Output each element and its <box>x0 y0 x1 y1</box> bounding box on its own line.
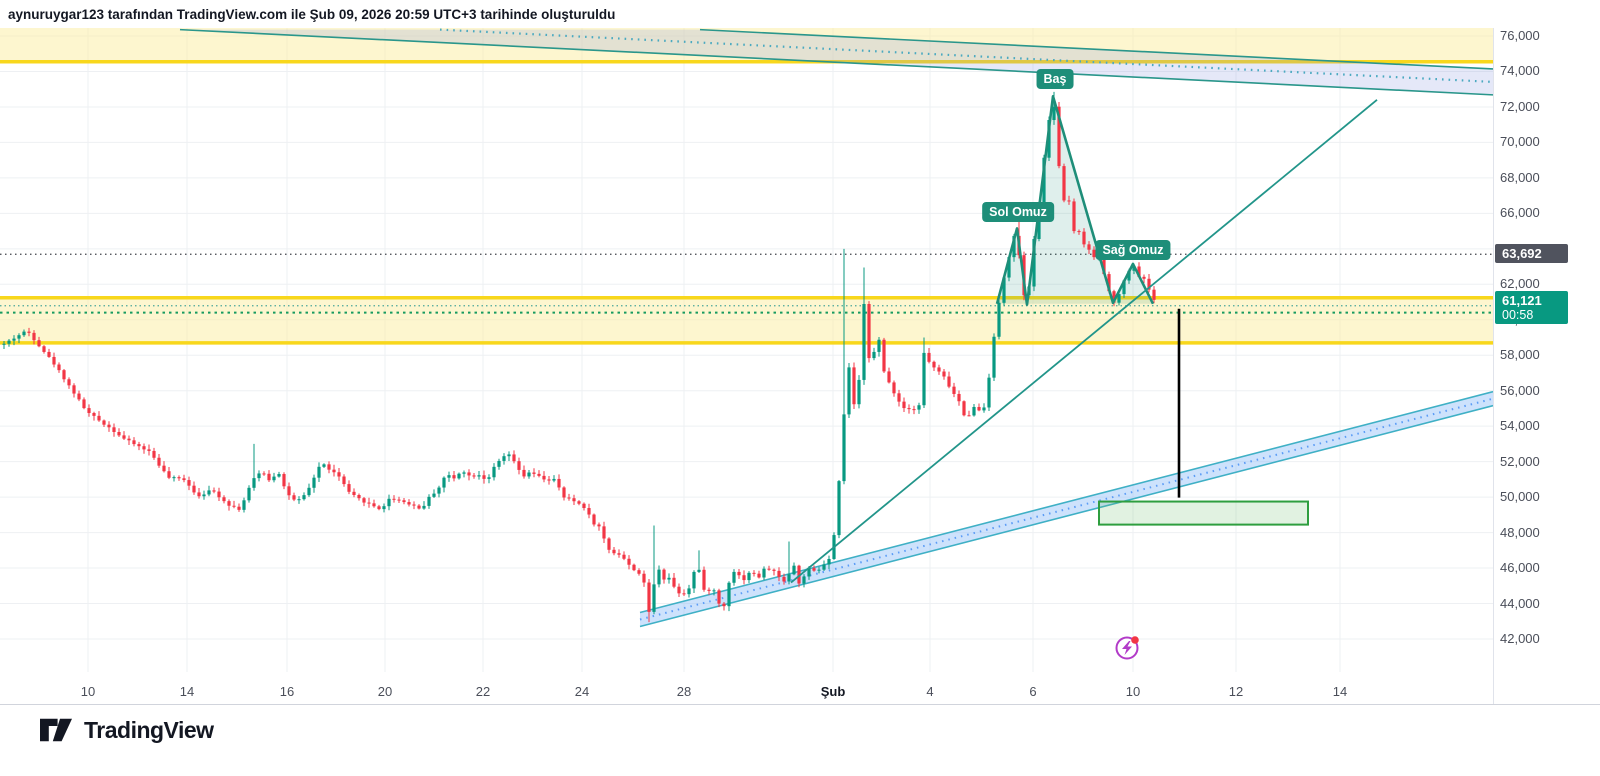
attribution-text: aynuruygar123 tarafından TradingView.com… <box>8 7 616 22</box>
price-tick-label: 44,000 <box>1500 595 1540 611</box>
price-line-badge: 63,692 <box>1495 244 1568 264</box>
last-price-badge: 61,121 00:58 <box>1495 290 1568 324</box>
price-tick-label: 56,000 <box>1500 382 1540 398</box>
head-shoulders-outline[interactable] <box>995 95 1155 306</box>
time-tick-label: 14 <box>1332 684 1348 699</box>
tradingview-logo-text: TradingView <box>84 716 214 743</box>
last-price-value: 61,121 <box>1502 292 1542 308</box>
right-shoulder-label[interactable]: Sağ Omuz <box>1095 240 1171 260</box>
time-tick-label: 28 <box>676 684 692 699</box>
tradingview-logo-mark <box>40 718 72 742</box>
yellow-band[interactable] <box>0 296 1493 345</box>
price-tick-label: 68,000 <box>1500 169 1540 185</box>
price-tick-label: 50,000 <box>1500 489 1540 505</box>
time-tick-label: 24 <box>574 684 590 699</box>
time-tick-label: 14 <box>179 684 195 699</box>
price-tick-label: 52,000 <box>1500 453 1540 469</box>
time-tick-label: 12 <box>1228 684 1244 699</box>
time-tick-label: 20 <box>377 684 393 699</box>
candles-layer <box>2 91 1156 623</box>
time-tick-label: 6 <box>1029 684 1037 699</box>
left-shoulder-label[interactable]: Sol Omuz <box>982 202 1054 222</box>
price-tick-label: 48,000 <box>1500 524 1540 540</box>
time-tick-label: 10 <box>1125 684 1141 699</box>
time-tick-label: 10 <box>80 684 96 699</box>
descending-channel[interactable] <box>179 28 1493 96</box>
price-tick-label: 46,000 <box>1500 560 1540 576</box>
time-tick-label: Şub <box>820 684 846 699</box>
plot-area[interactable] <box>0 20 1493 672</box>
tradingview-logo[interactable]: TradingView <box>38 714 214 746</box>
price-axis-separator <box>1493 28 1494 704</box>
bar-countdown: 00:58 <box>1502 307 1534 322</box>
price-tick-label: 66,000 <box>1500 205 1540 221</box>
time-tick-label: 22 <box>475 684 491 699</box>
time-axis-separator <box>0 704 1600 705</box>
price-tick-label: 72,000 <box>1500 98 1540 114</box>
time-tick-label: 4 <box>926 684 934 699</box>
price-tick-label: 42,000 <box>1500 631 1540 646</box>
price-tick-label: 74,000 <box>1500 63 1540 79</box>
time-tick-label: 16 <box>279 684 295 699</box>
price-tick-label: 54,000 <box>1500 418 1540 434</box>
target-zone-rect[interactable] <box>1098 500 1309 526</box>
flash-events-icon[interactable] <box>1115 636 1139 660</box>
price-tick-label: 76,000 <box>1500 28 1540 43</box>
head-shoulders-fill <box>997 96 1153 305</box>
ascending-channel[interactable] <box>639 390 1493 628</box>
price-tick-label: 58,000 <box>1500 347 1540 363</box>
ascending-trendline[interactable] <box>790 99 1378 584</box>
price-tick-label: 70,000 <box>1500 134 1540 150</box>
grid <box>0 28 1493 672</box>
head-label[interactable]: Baş <box>1036 69 1074 89</box>
price-tick-label: 62,000 <box>1500 276 1540 292</box>
